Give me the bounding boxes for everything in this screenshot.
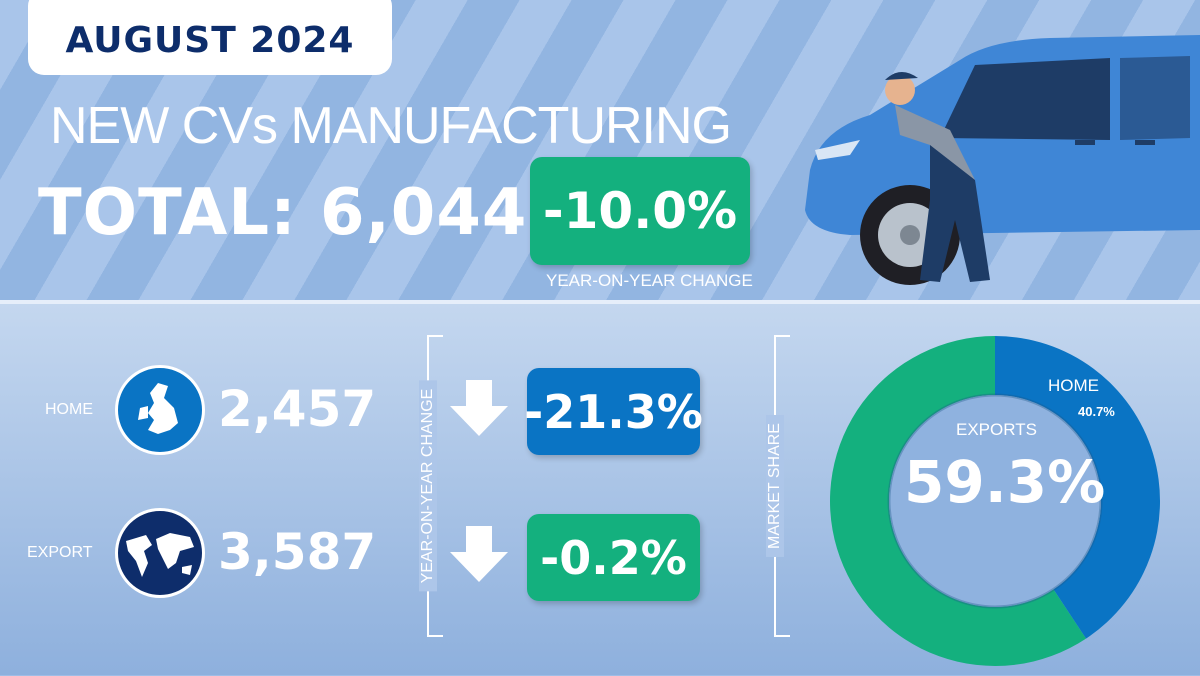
total-change-label: YEAR-ON-YEAR CHANGE	[546, 271, 753, 290]
yoy-label: YEAR-ON-YEAR CHANGE	[419, 380, 437, 592]
donut-slice-home	[995, 336, 1160, 639]
exports-share-value: 59.3%	[904, 448, 1106, 516]
date-badge: AUGUST 2024	[28, 0, 392, 75]
export-change-badge: -0.2%	[527, 514, 700, 601]
market-share-label: MARKET SHARE	[766, 415, 784, 557]
uk-map-icon	[115, 365, 205, 455]
total-value: TOTAL: 6,044	[38, 176, 528, 250]
home-change-badge: -21.3%	[524, 368, 703, 455]
page-title: NEW CVs MANUFACTURING	[50, 97, 732, 155]
donut-slice-exports	[830, 336, 1087, 666]
total-change-badge: -10.0%	[530, 157, 750, 265]
home-value: 2,457	[218, 380, 377, 438]
down-arrow-icon	[450, 380, 508, 436]
home-share-label: HOME	[1048, 376, 1099, 395]
export-value: 3,587	[218, 523, 377, 581]
van-mechanic-illustration	[805, 35, 1200, 285]
home-label: HOME	[45, 401, 93, 418]
down-arrow-icon	[450, 526, 508, 582]
exports-share-label: EXPORTS	[956, 420, 1037, 439]
export-label: EXPORT	[27, 544, 93, 561]
divider	[0, 300, 1200, 304]
world-map-icon	[115, 508, 205, 598]
market-share-donut	[830, 336, 1160, 666]
home-share-value: 40.7%	[1078, 404, 1115, 419]
donut-center	[887, 393, 1103, 609]
